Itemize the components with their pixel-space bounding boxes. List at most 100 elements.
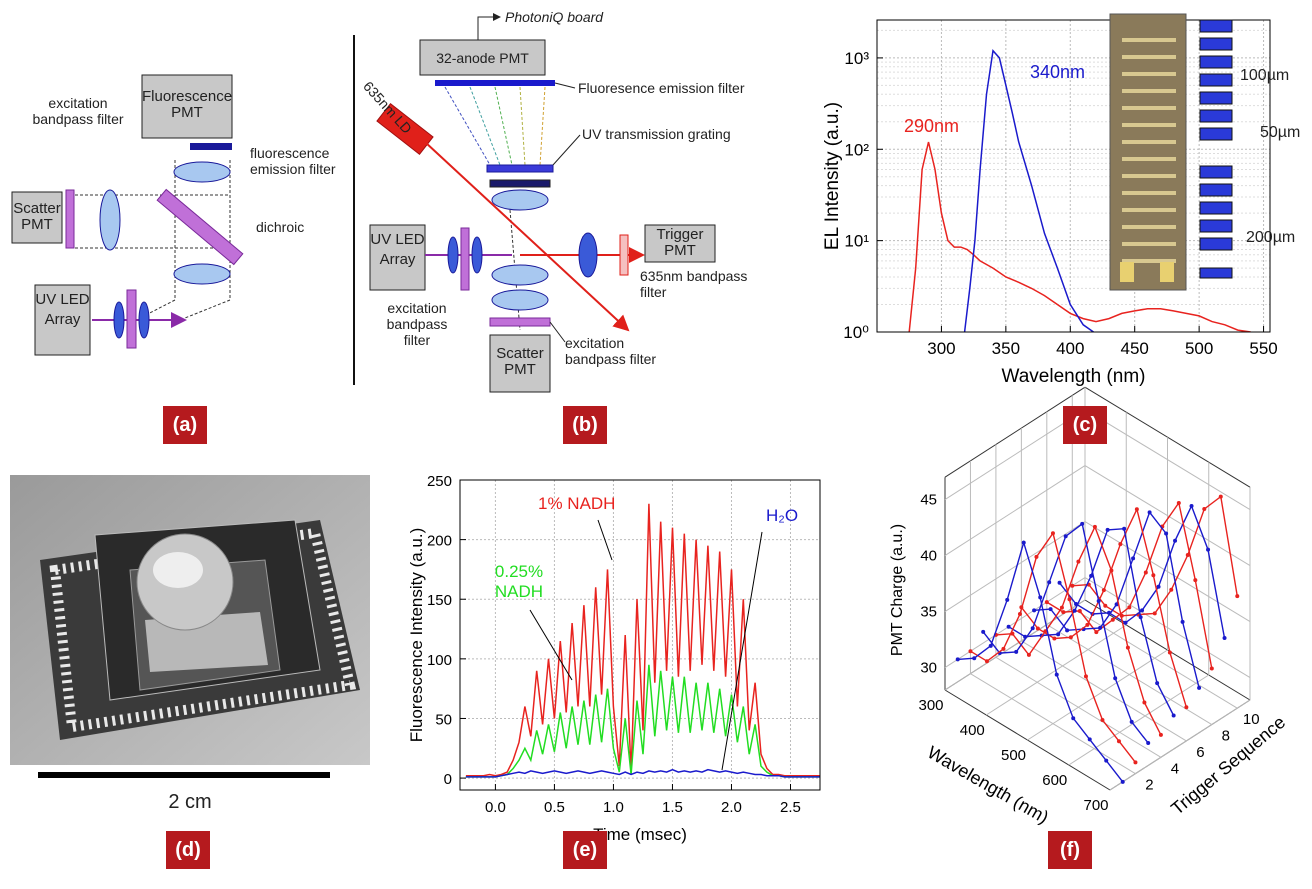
y-tick-label: 0 [444,771,452,788]
x-tick-label: 2.5 [780,799,801,816]
data-point [1070,583,1075,588]
panel-b-diagram [369,13,716,393]
data-point [1158,732,1163,737]
data-point [1142,700,1147,705]
inset-stripe [1199,267,1233,279]
data-point [1120,779,1125,784]
scatter-pmt-box [11,191,63,244]
lens [113,301,125,339]
data-point [1147,510,1152,515]
data-point [1155,681,1160,686]
inset-stripe [1199,219,1233,233]
y-axis-label: Fluorescence Intensity (a.u.) [407,528,426,742]
uv-led-box [34,284,91,356]
lens [578,232,598,278]
x-tick-label: 300 [918,697,943,714]
leader [549,321,566,343]
annotation: 0.25% NADH [494,562,544,601]
data-point [1005,597,1010,602]
grid-line [944,521,1086,613]
y-tick-label: 10 [1243,711,1260,728]
grid-line [995,656,1162,758]
annotation-arrow [721,531,763,771]
data-point [1035,626,1040,631]
x-tick-label: 0.5 [544,799,565,816]
data-point [1006,624,1011,629]
data-point [1105,527,1110,532]
data-point [1122,526,1127,531]
inset-label: 50µm [1260,124,1301,141]
z-tick-label: 40 [920,548,937,565]
filter [65,189,75,249]
annotation-arrow [597,519,613,561]
label: PhotoniQ board [505,9,604,25]
data-point [972,656,977,661]
grid-line [1046,624,1213,725]
data-point [1138,615,1143,620]
data-point [1087,737,1092,742]
panel-label: (e) [563,831,607,869]
data-point [1134,507,1139,512]
y-tick-label: 250 [427,473,452,490]
x-tick-label: 1.5 [662,799,683,816]
lens [99,189,121,251]
y-tick-label: 10⁰ [843,323,869,342]
data-point [1209,666,1214,671]
inset-stripe [1199,183,1233,197]
inset-stripe [1199,165,1233,179]
data-point [1114,602,1119,607]
data-point [1094,630,1099,635]
grating [486,164,554,173]
chart: 300 350 400 450 500 550 10⁰ 10¹ 10² 10³ Wavelength… [822,13,1278,387]
y-tick-label: 10² [844,140,869,159]
label: 635nm bandpass filter [640,268,748,300]
data-point [1098,625,1103,630]
data-point [1218,494,1223,499]
anode-pmt-box [419,39,546,76]
inset-stripe [1199,73,1233,87]
data-point [1171,713,1176,718]
data-point [1038,595,1043,600]
annotation: 290nm [904,116,959,136]
x-tick-label: 450 [1121,339,1149,358]
y-tick-label: 150 [427,592,452,609]
label: Fluoresence emission filter [578,80,745,96]
data-point [1067,597,1072,602]
data-point [1206,547,1211,552]
data-point [1151,573,1156,578]
data-line [465,664,820,778]
x-tick-label: 400 [960,722,985,739]
grid-line [1084,577,1251,679]
label: dichroic [256,219,305,235]
filter [489,179,551,188]
filter [489,317,551,327]
data-point [1173,538,1178,543]
lens [491,264,549,286]
data-point [1056,632,1061,637]
y-axis-label: EL Intensity (a.u.) [822,102,843,250]
x-tick-label: 700 [1083,797,1108,814]
inset-label: 100µm [1240,67,1290,84]
data-point [1057,580,1062,585]
data-point [1001,646,1006,651]
inset-stripe [1199,201,1233,215]
box-label: Scatter PMT [13,200,61,233]
dichroic-mirror [156,188,244,266]
data-point [1127,605,1132,610]
data-point [1116,739,1121,744]
data-point [1077,608,1082,613]
box-label: UV LED Array [35,291,90,328]
z-tick-label: 35 [920,604,937,621]
data-point [1068,635,1073,640]
data-point [1101,588,1106,593]
lens [491,189,549,211]
data-point [1193,578,1198,583]
inset-stripe [1199,91,1233,105]
data-point [1030,626,1035,631]
panel-a-diagram [11,74,244,356]
x-tick-label: 400 [1056,339,1084,358]
y-tick-label: 10¹ [844,232,869,251]
data-point [1083,674,1088,679]
label: excitation bandpass filter [386,300,448,348]
